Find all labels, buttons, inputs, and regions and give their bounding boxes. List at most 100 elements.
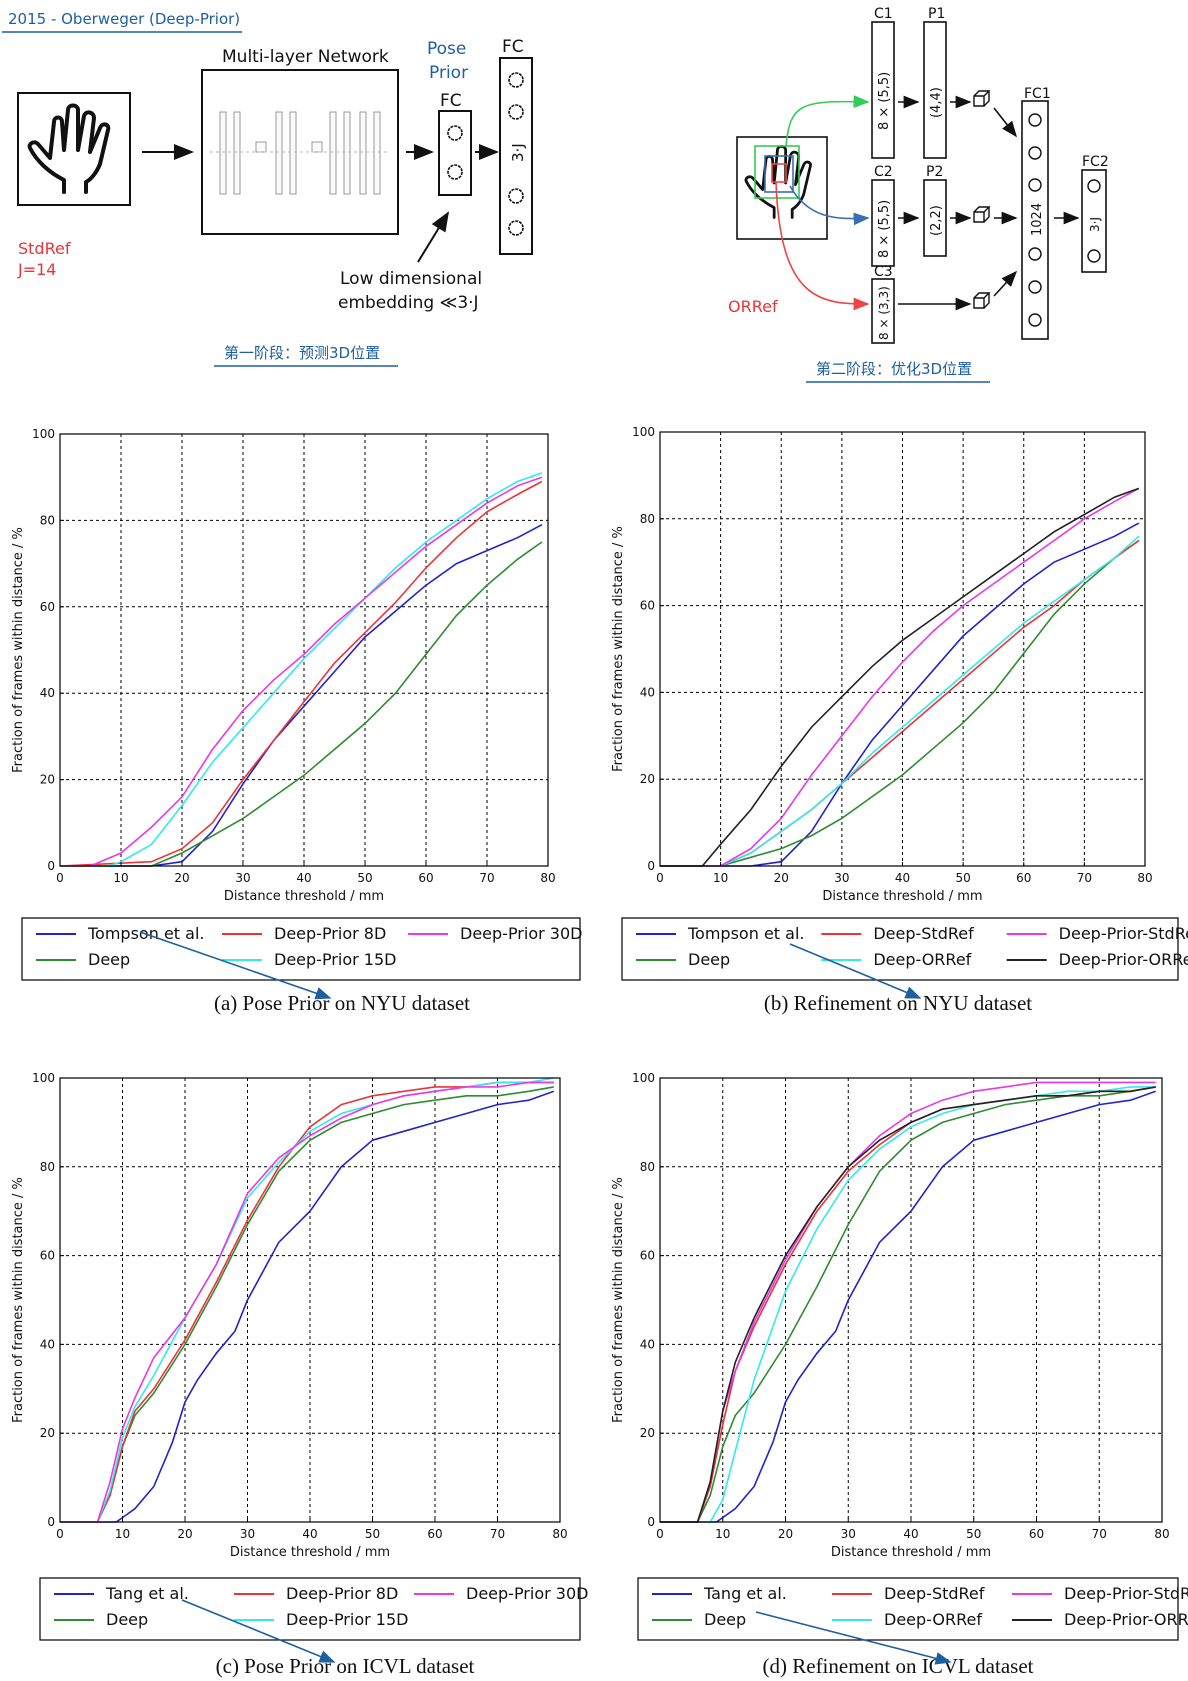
y-tick-label: 40	[640, 685, 655, 699]
x-tick-label: 40	[903, 1527, 918, 1541]
y-axis-label: Fraction of frames within distance / %	[611, 1177, 626, 1423]
chart-caption: (d) Refinement on ICVL dataset	[763, 1654, 1034, 1678]
y-tick-label: 40	[640, 1337, 655, 1351]
chart-b: 0 10 20 30 40 50 60 70 80 0 20 40 60 80 100 Distance th…	[611, 425, 1188, 1015]
series-line	[660, 1086, 1156, 1523]
stdref-label: StdRef	[18, 239, 71, 258]
series-line	[60, 523, 543, 867]
fc-large-node	[508, 188, 524, 204]
series-line	[60, 1090, 555, 1523]
x-tick-label: 20	[774, 871, 789, 885]
x-tick-label: 50	[365, 1527, 380, 1541]
c2-box	[871, 179, 895, 267]
crop-blue	[764, 155, 794, 193]
fc-small-node	[447, 125, 463, 141]
embedding-line-1: Low dimensional	[340, 269, 482, 289]
y-tick-label: 60	[640, 1249, 655, 1263]
series-line	[60, 1077, 554, 1523]
series-line	[660, 487, 1140, 867]
legend-entry: Deep	[88, 950, 130, 969]
x-tick-label: 30	[235, 871, 250, 885]
y-tick-label: 0	[647, 1515, 655, 1529]
fc-large-inner: 3·J	[509, 143, 527, 162]
chart-c: 0 10 20 30 40 50 60 70 80 0 20 40 60 80 100 Distance th…	[11, 1071, 588, 1678]
chart-caption: (b) Refinement on NYU dataset	[764, 991, 1032, 1015]
y-tick-label: 0	[647, 859, 655, 873]
p1-box	[923, 21, 947, 159]
series-line	[660, 1086, 1156, 1523]
legend-entry: Tang et al.	[703, 1584, 787, 1603]
series-line	[660, 1090, 1156, 1523]
y-tick-label: 80	[40, 1160, 55, 1174]
fc2-label: FC2	[1082, 154, 1109, 170]
legend-entry: Deep	[704, 1610, 746, 1629]
y-tick-label: 40	[40, 686, 55, 700]
fc2-node	[1087, 249, 1101, 263]
legend-entry: Deep	[688, 950, 730, 969]
page-title: 2015 - Oberweger (Deep-Prior)	[8, 10, 240, 28]
c2-inner: 8 × (5,5)	[877, 200, 892, 258]
y-tick-label: 60	[40, 600, 55, 614]
series-line	[60, 476, 543, 867]
p2-inner: (2,2)	[929, 205, 944, 236]
annotation-arrow-a	[139, 931, 332, 1000]
x-tick-label: 60	[418, 871, 433, 885]
series-line	[660, 539, 1140, 867]
fc1-node	[1028, 113, 1042, 127]
y-axis-label: Fraction of frames within distance / %	[11, 527, 26, 773]
x-tick-label: 0	[56, 871, 64, 885]
blue-branch-arrow	[789, 185, 870, 226]
series-line	[59, 480, 543, 867]
fc-small-node	[447, 164, 463, 180]
y-tick-label: 100	[632, 425, 655, 439]
stage2-caption: 第二阶段：优化3D位置	[816, 360, 972, 378]
fc1-label: FC1	[1024, 86, 1051, 102]
legend-entry: Deep	[106, 1610, 148, 1629]
y-tick-label: 100	[632, 1071, 655, 1085]
fc-large-node	[508, 72, 524, 88]
c3-box	[871, 278, 895, 344]
legend-box	[39, 1577, 581, 1641]
green-branch-arrow	[785, 95, 870, 147]
p2-box	[923, 179, 947, 257]
network-label: Multi-layer Network	[222, 47, 389, 67]
x-tick-label: 40	[895, 871, 910, 885]
fc1-node	[1028, 313, 1042, 327]
x-tick-label: 80	[1154, 1527, 1169, 1541]
x-tick-label: 80	[1137, 871, 1152, 885]
pose-prior-label-2: Prior	[429, 63, 468, 83]
cube-icon	[973, 90, 991, 309]
legend-entry: Deep-Prior 15D	[286, 1610, 408, 1629]
x-tick-label: 70	[1077, 871, 1092, 885]
x-tick-label: 30	[841, 1527, 856, 1541]
orref-input-box	[736, 136, 828, 240]
pose-prior-label-1: Pose	[427, 39, 466, 59]
x-tick-label: 50	[966, 1527, 981, 1541]
orref-label: ORRef	[728, 297, 778, 316]
chart-d: 0 10 20 30 40 50 60 70 80 0 20 40 60 80 100 Distance th…	[611, 1071, 1188, 1678]
y-tick-label: 20	[640, 772, 655, 786]
x-tick-label: 60	[1016, 871, 1031, 885]
y-tick-label: 100	[32, 427, 55, 441]
y-tick-label: 40	[40, 1337, 55, 1351]
fc-small-box	[438, 110, 472, 196]
y-tick-label: 80	[40, 513, 55, 527]
fc2-node	[1087, 179, 1101, 193]
series-line	[60, 541, 543, 867]
x-tick-label: 0	[656, 871, 664, 885]
x-axis-label: Distance threshold / mm	[831, 1545, 991, 1560]
y-tick-label: 100	[32, 1071, 55, 1085]
fc-small-label: FC	[440, 91, 462, 111]
fc1-inner: 1024	[1030, 203, 1045, 236]
fc2-inner: 3·J	[1088, 217, 1102, 232]
c1-box	[871, 21, 895, 159]
x-tick-label: 10	[713, 871, 728, 885]
legend-entry: Tang et al.	[105, 1584, 189, 1603]
legend-entry: Deep-Prior-ORRef	[1059, 950, 1188, 969]
legend-box	[637, 1577, 1179, 1641]
legend-entry: Deep-Prior 30D	[460, 924, 582, 943]
arrow-cube1-fc1	[993, 107, 1017, 138]
x-tick-label: 20	[778, 1527, 793, 1541]
fc2-box	[1081, 169, 1107, 273]
